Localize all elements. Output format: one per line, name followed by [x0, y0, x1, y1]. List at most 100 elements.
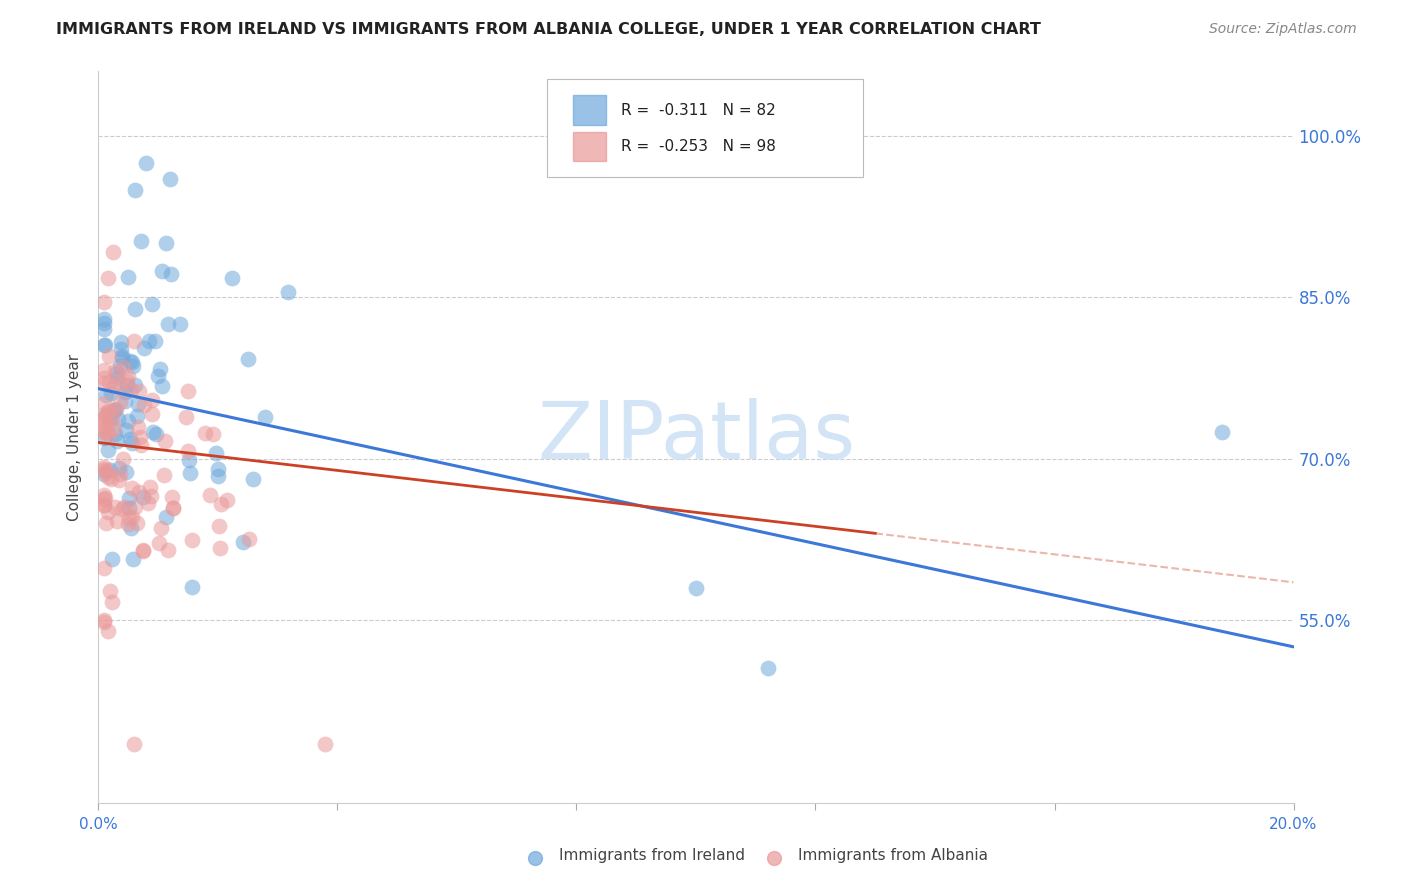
Point: [98, 463, 121, 477]
Point: [232, 535, 254, 549]
Point: [93, 465, 115, 479]
Point: [125, 409, 148, 424]
Point: [94, 338, 117, 352]
Point: [209, 541, 232, 556]
Text: IMMIGRANTS FROM IRELAND VS IMMIGRANTS FROM ALBANIA COLLEGE, UNDER 1 YEAR CORRELA: IMMIGRANTS FROM IRELAND VS IMMIGRANTS FR…: [56, 22, 1040, 37]
Point: [254, 409, 277, 424]
Point: [93, 498, 115, 512]
Point: [162, 490, 184, 504]
Point: [117, 510, 139, 524]
Point: [97, 404, 120, 418]
Point: [179, 467, 201, 481]
Point: [118, 501, 141, 516]
Point: [93, 613, 115, 627]
Point: [108, 461, 131, 475]
Point: [93, 338, 115, 352]
Point: [145, 427, 167, 442]
Point: [127, 397, 149, 411]
Point: [169, 318, 191, 332]
Point: [117, 269, 139, 284]
Text: R =  -0.311   N = 82: R = -0.311 N = 82: [620, 103, 776, 118]
Point: [150, 378, 173, 392]
Point: [129, 430, 152, 444]
Point: [94, 409, 117, 423]
Point: [93, 413, 115, 427]
Point: [115, 375, 138, 389]
Text: Source: ZipAtlas.com: Source: ZipAtlas.com: [1209, 22, 1357, 37]
Point: [110, 467, 132, 481]
Point: [93, 460, 115, 475]
Point: [105, 367, 128, 381]
Point: [277, 285, 299, 300]
Point: [103, 380, 125, 394]
Point: [94, 388, 117, 402]
Point: [97, 443, 120, 458]
Point: [93, 488, 115, 502]
Point: [127, 420, 149, 434]
Point: [100, 411, 122, 425]
Text: R =  -0.253   N = 98: R = -0.253 N = 98: [620, 139, 776, 154]
Point: [128, 485, 150, 500]
Point: [155, 510, 177, 524]
Point: [177, 444, 200, 458]
Point: [124, 301, 146, 316]
Point: [124, 183, 146, 197]
Point: [110, 334, 132, 349]
Point: [104, 403, 127, 417]
Point: [124, 377, 146, 392]
Point: [181, 581, 204, 595]
Point: [209, 498, 232, 512]
Point: [132, 542, 155, 557]
Point: [134, 342, 156, 356]
Point: [152, 264, 174, 278]
Point: [104, 402, 127, 417]
Point: [93, 421, 115, 435]
Point: [96, 516, 118, 530]
Point: [141, 392, 163, 407]
Point: [108, 359, 131, 373]
Point: [134, 398, 156, 412]
FancyBboxPatch shape: [547, 78, 863, 178]
Point: [114, 385, 136, 400]
Point: [117, 516, 139, 531]
Point: [136, 496, 159, 510]
Point: [160, 267, 183, 281]
Point: [157, 543, 180, 558]
Point: [208, 518, 231, 533]
Point: [148, 536, 170, 550]
Point: [93, 322, 115, 336]
Point: [93, 491, 115, 506]
FancyBboxPatch shape: [572, 132, 606, 161]
Point: [1211, 425, 1233, 439]
Point: [155, 236, 177, 251]
Point: [242, 471, 264, 485]
Point: [108, 473, 131, 487]
Point: [112, 500, 135, 514]
Point: [98, 584, 121, 599]
Point: [103, 402, 125, 417]
Point: [128, 384, 150, 398]
Point: [105, 371, 128, 385]
Point: [93, 363, 115, 377]
Point: [104, 500, 127, 515]
Point: [129, 438, 152, 452]
Point: [217, 492, 239, 507]
Point: [93, 467, 115, 482]
Point: [97, 505, 120, 519]
Point: [238, 533, 260, 547]
Point: [177, 384, 200, 398]
Point: [149, 521, 172, 535]
Point: [162, 501, 184, 516]
Point: [93, 431, 115, 445]
Point: [93, 316, 115, 330]
Point: [135, 156, 157, 170]
Point: [201, 426, 224, 441]
Point: [156, 317, 179, 331]
Point: [162, 501, 184, 516]
Point: [100, 385, 122, 400]
Point: [93, 615, 115, 629]
Point: [153, 434, 176, 449]
Point: [94, 425, 117, 440]
Point: [142, 425, 165, 439]
Point: [105, 434, 128, 449]
